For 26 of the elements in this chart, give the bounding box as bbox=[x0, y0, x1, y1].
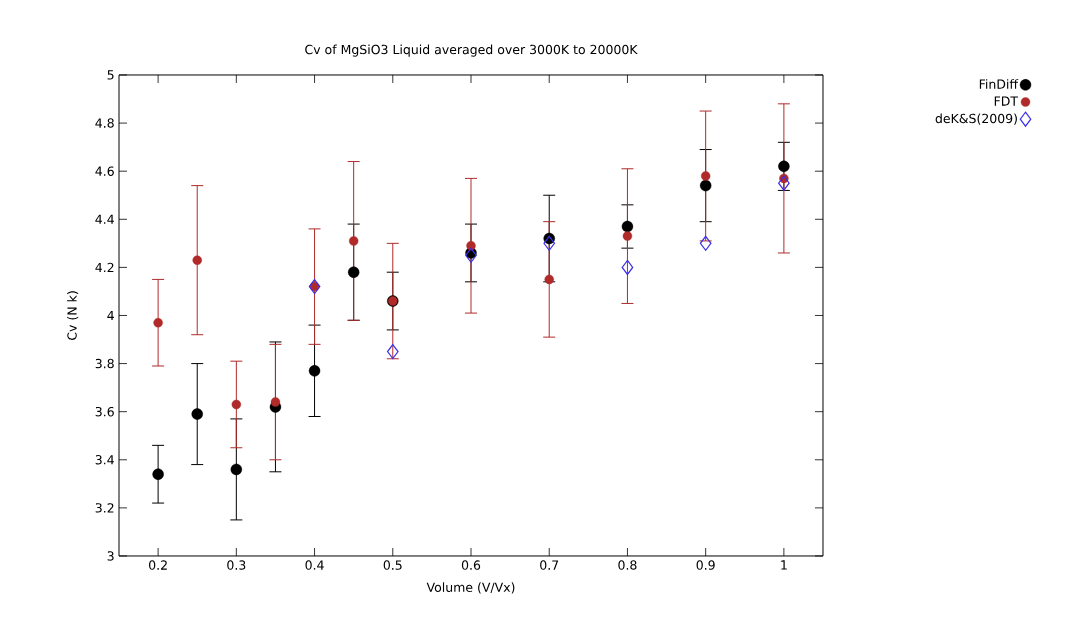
x-tick-label: 0.9 bbox=[696, 560, 715, 570]
legend-label: FDT bbox=[994, 96, 1019, 106]
y-tick-label: 4.2 bbox=[95, 262, 114, 273]
y-tick-label: 4.6 bbox=[95, 166, 114, 176]
y-tick-label: 3.4 bbox=[95, 455, 114, 465]
x-axis-title: Volume (V/Vx) bbox=[426, 582, 515, 594]
x-tick-label: 0.5 bbox=[383, 560, 402, 570]
y-tick-label: 4.4 bbox=[95, 214, 114, 224]
legend-label: deK&S(2009) bbox=[935, 113, 1017, 125]
x-tick-label: 0.8 bbox=[618, 560, 637, 570]
y-tick-label: 3.2 bbox=[95, 503, 114, 513]
chart-title: Cv of MgSiO3 Liquid averaged over 3000K to 20000K bbox=[305, 44, 638, 57]
x-tick-label: 0.3 bbox=[227, 560, 246, 570]
legend-label: FinDiff bbox=[979, 79, 1019, 89]
y-tick-label: 4.8 bbox=[95, 118, 114, 128]
y-tick-label: 5 bbox=[107, 70, 114, 80]
y-tick-label: 4 bbox=[107, 310, 114, 321]
y-tick-label: 3 bbox=[107, 551, 114, 561]
y-axis-title: Cv (N k) bbox=[67, 291, 79, 340]
x-tick-label: 0.6 bbox=[461, 560, 481, 570]
x-tick-label: 0.2 bbox=[149, 560, 167, 570]
x-tick-label: 0.4 bbox=[305, 560, 324, 570]
y-tick-label: 3.8 bbox=[95, 358, 114, 369]
y-tick-label: 3.6 bbox=[95, 406, 114, 417]
x-tick-label: 1 bbox=[781, 560, 787, 570]
x-tick-label: 0.7 bbox=[540, 560, 559, 570]
